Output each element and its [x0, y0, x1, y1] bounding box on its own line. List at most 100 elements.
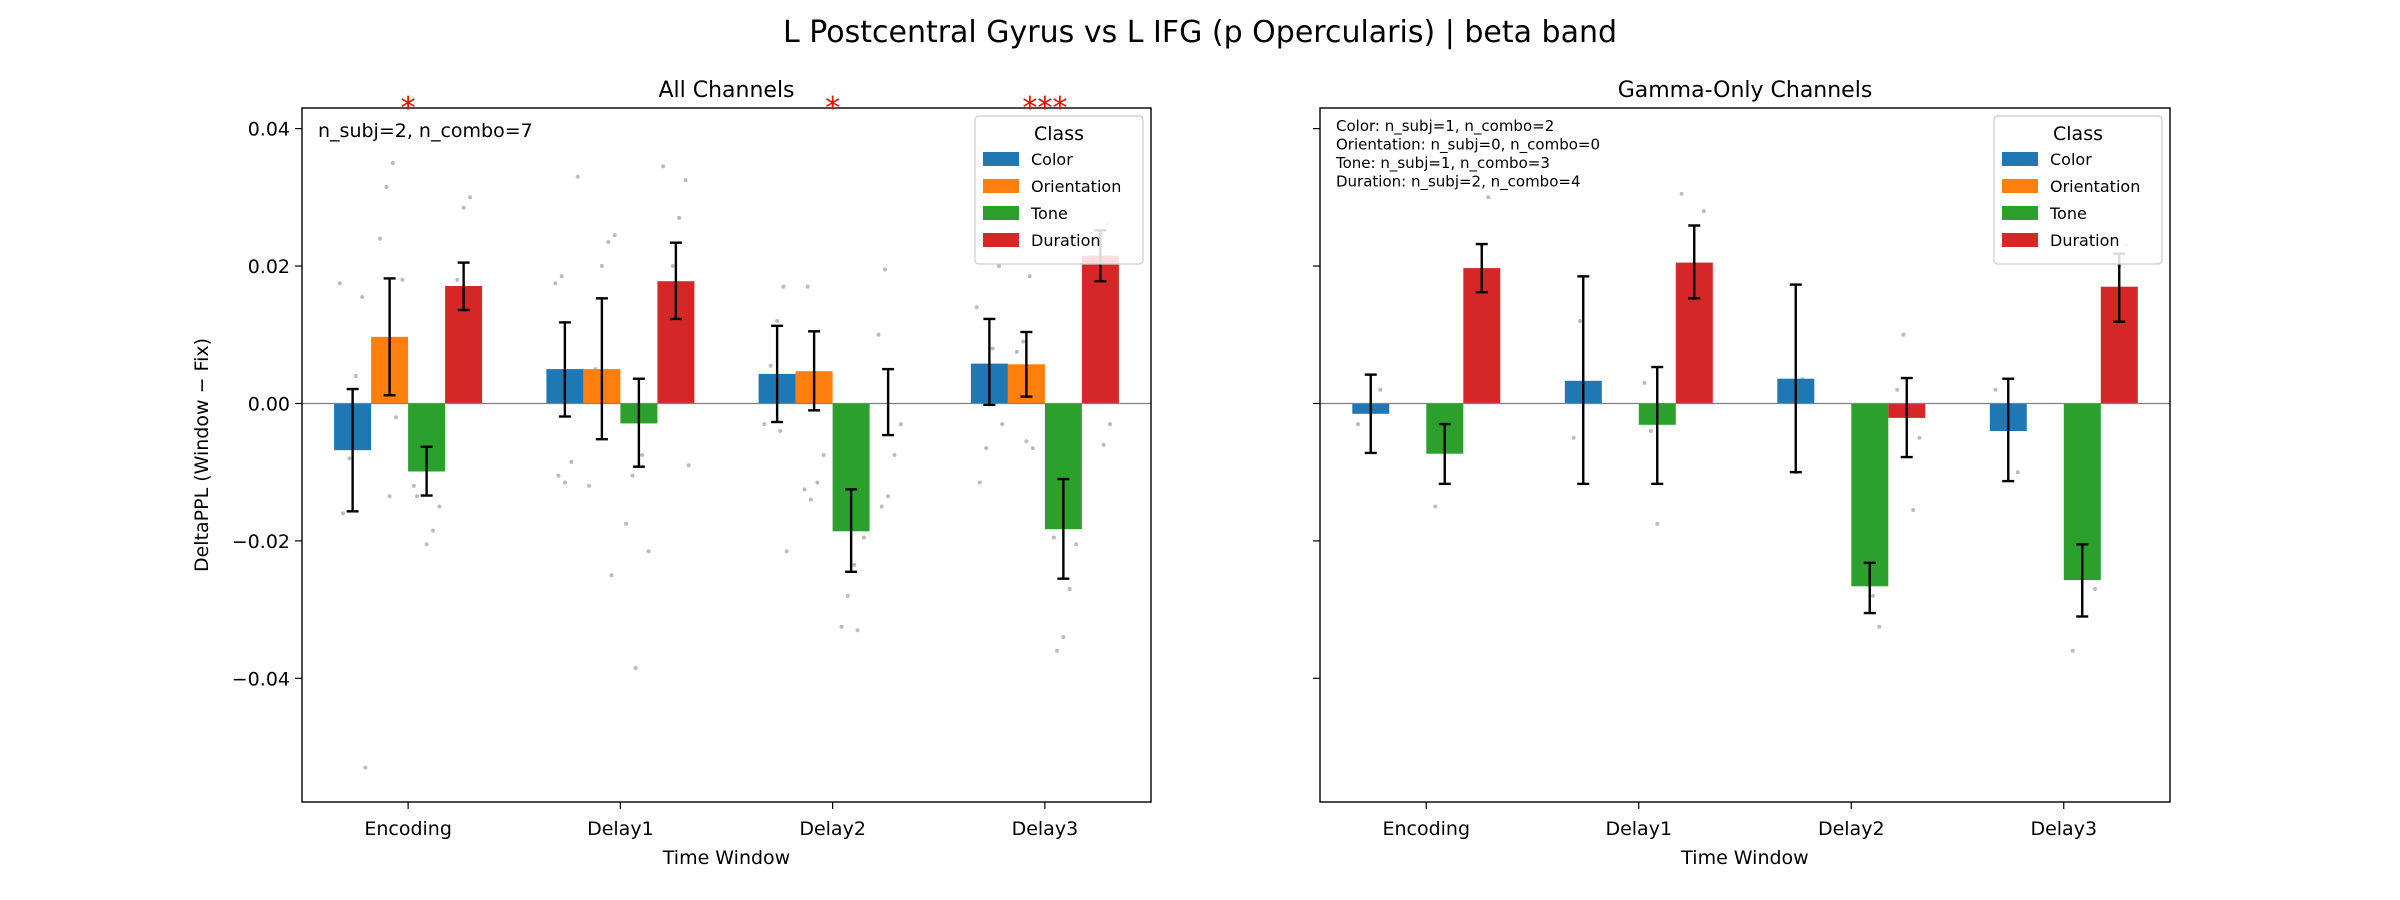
x-tick-label: Delay1 — [1605, 818, 1672, 840]
legend-label-duration: Duration — [2050, 231, 2120, 250]
data-point — [1701, 209, 1706, 214]
annotation-text: Color: n_subj=1, n_combo=2 — [1336, 117, 1554, 136]
data-point — [1648, 429, 1653, 433]
data-point — [784, 549, 789, 554]
error-bar — [1364, 373, 1377, 455]
x-tick-label: Delay2 — [1818, 818, 1885, 840]
data-point — [977, 480, 982, 485]
data-point — [378, 236, 382, 241]
legend-label-tone: Tone — [2049, 204, 2087, 223]
data-point — [990, 346, 995, 351]
y-tick-label: −0.04 — [232, 668, 290, 690]
error-bar — [558, 321, 571, 418]
data-point — [2093, 587, 2098, 591]
data-point — [762, 422, 767, 427]
data-point — [468, 195, 472, 200]
data-point — [775, 319, 780, 323]
data-point — [1901, 332, 1906, 337]
legend-label-orientation: Orientation — [2050, 177, 2140, 196]
annotation-text: Tone: n_subj=1, n_combo=3 — [1335, 154, 1550, 173]
y-tick-label: 0.00 — [248, 393, 290, 415]
figure-title: L Postcentral Gyrus vs L IFG (p Opercula… — [783, 15, 1617, 50]
data-point — [821, 453, 826, 457]
error-bar — [882, 367, 895, 437]
error-bar — [1057, 477, 1070, 580]
error-bar — [1651, 365, 1664, 486]
data-point — [411, 483, 416, 488]
data-point — [2015, 470, 2020, 475]
error-bar — [1863, 561, 1876, 615]
legend-label-color: Color — [2050, 150, 2092, 169]
data-point — [1486, 195, 1491, 200]
data-point — [855, 628, 860, 633]
legend-label-duration: Duration — [1031, 231, 1101, 250]
data-point — [892, 453, 897, 457]
data-point — [455, 277, 460, 282]
error-bar — [983, 317, 996, 407]
data-point — [1021, 339, 1026, 344]
data-point — [341, 511, 345, 516]
legend-title: Class — [1034, 123, 1084, 145]
error-bar — [1688, 224, 1701, 300]
legend-swatch-orientation — [983, 179, 1019, 193]
data-point — [1578, 319, 1582, 323]
data-point — [1055, 648, 1059, 653]
y-axis-label: DeltaPPL (Window − Fix) — [191, 338, 213, 572]
x-tick-label: Encoding — [1382, 818, 1470, 840]
data-point — [1108, 422, 1112, 427]
data-point — [1993, 387, 1998, 392]
x-tick-label: Delay3 — [1012, 818, 1079, 840]
data-point — [353, 374, 358, 378]
legend-swatch-orientation — [2002, 179, 2038, 193]
x-tick-label: Delay1 — [587, 818, 654, 840]
legend-label-color: Color — [1031, 150, 1073, 169]
data-point — [686, 463, 691, 468]
data-point — [347, 456, 352, 461]
axes-frame — [301, 107, 1152, 803]
data-point — [1101, 442, 1106, 447]
data-point — [363, 765, 368, 770]
error-bar — [1475, 242, 1488, 294]
data-point — [677, 215, 682, 220]
y-tick-label: 0.04 — [248, 119, 290, 141]
data-point — [575, 174, 580, 179]
legend-swatch-tone — [2002, 206, 2038, 220]
data-point — [1074, 542, 1079, 547]
data-point — [1024, 439, 1029, 444]
data-point — [670, 264, 675, 268]
data-point — [387, 494, 392, 499]
data-point — [424, 542, 429, 547]
data-point — [609, 573, 614, 578]
data-point — [415, 494, 419, 499]
legend-swatch-color — [983, 152, 1019, 166]
data-point — [781, 284, 786, 289]
data-point — [624, 521, 629, 526]
data-point — [437, 504, 442, 509]
error-bar — [808, 330, 821, 412]
data-point — [633, 666, 638, 670]
data-point — [1895, 387, 1900, 392]
error-bar — [420, 445, 433, 497]
error-bar — [771, 324, 784, 424]
legend-label-orientation: Orientation — [1031, 177, 1121, 196]
data-point — [606, 240, 611, 244]
data-point — [630, 473, 635, 478]
data-point — [556, 473, 561, 478]
error-bar — [669, 241, 682, 321]
data-point — [1877, 624, 1882, 629]
data-point — [431, 528, 435, 533]
error-bar — [1900, 376, 1913, 459]
data-point — [1911, 508, 1916, 512]
data-point — [640, 453, 645, 457]
x-tick-label: Delay3 — [2030, 818, 2097, 840]
legend-swatch-color — [2002, 152, 2038, 166]
data-point — [852, 562, 857, 567]
significance-marker: * — [401, 91, 416, 126]
data-point — [390, 161, 395, 165]
data-point — [569, 459, 574, 464]
legend: Class Color Orientation Tone Duration — [974, 115, 1144, 265]
data-point — [400, 277, 405, 282]
legend-swatch-duration — [2002, 233, 2038, 247]
error-bar — [1438, 422, 1451, 486]
